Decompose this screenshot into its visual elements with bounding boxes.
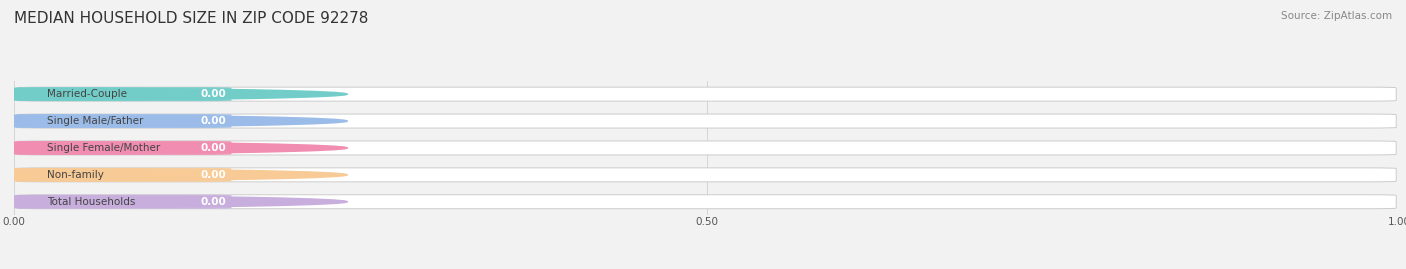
FancyBboxPatch shape — [17, 168, 232, 182]
Text: Source: ZipAtlas.com: Source: ZipAtlas.com — [1281, 11, 1392, 21]
Text: Single Female/Mother: Single Female/Mother — [48, 143, 160, 153]
Circle shape — [0, 196, 347, 208]
FancyBboxPatch shape — [17, 141, 1396, 155]
FancyBboxPatch shape — [17, 87, 1396, 101]
Text: 0.00: 0.00 — [3, 217, 25, 227]
Text: 0.50: 0.50 — [695, 217, 718, 227]
Text: 0.00: 0.00 — [200, 170, 226, 180]
Text: 0.00: 0.00 — [200, 116, 226, 126]
Text: Non-family: Non-family — [48, 170, 104, 180]
Text: 0.00: 0.00 — [200, 89, 226, 99]
Text: Married-Couple: Married-Couple — [48, 89, 128, 99]
FancyBboxPatch shape — [17, 141, 232, 155]
Text: 1.00: 1.00 — [1388, 217, 1406, 227]
FancyBboxPatch shape — [17, 87, 232, 101]
Circle shape — [0, 169, 347, 181]
FancyBboxPatch shape — [17, 168, 1396, 182]
Text: 0.00: 0.00 — [200, 197, 226, 207]
FancyBboxPatch shape — [17, 195, 232, 209]
Text: Total Households: Total Households — [48, 197, 135, 207]
Circle shape — [0, 142, 347, 154]
FancyBboxPatch shape — [17, 195, 1396, 209]
Circle shape — [0, 115, 347, 127]
Text: MEDIAN HOUSEHOLD SIZE IN ZIP CODE 92278: MEDIAN HOUSEHOLD SIZE IN ZIP CODE 92278 — [14, 11, 368, 26]
FancyBboxPatch shape — [17, 114, 1396, 128]
FancyBboxPatch shape — [17, 114, 232, 128]
Circle shape — [0, 88, 347, 100]
Text: Single Male/Father: Single Male/Father — [48, 116, 143, 126]
Text: 0.00: 0.00 — [200, 143, 226, 153]
